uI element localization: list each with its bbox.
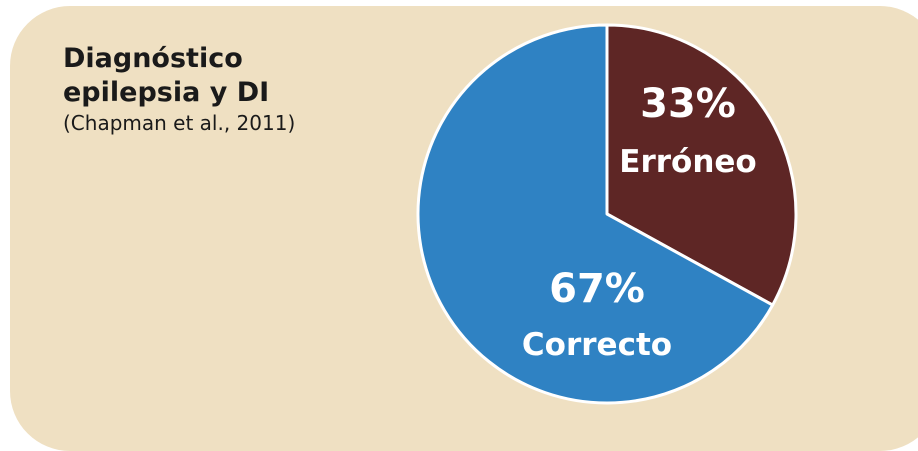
slice-name-label: Erróneo <box>619 144 756 180</box>
pie-slices <box>416 23 798 405</box>
citation: (Chapman et al., 2011) <box>63 111 296 135</box>
slice-percent-label: 67% <box>549 266 645 312</box>
slice-name-label: Correcto <box>522 327 672 363</box>
title-line-1: Diagnóstico <box>63 43 243 74</box>
pie-slice-correcto <box>416 23 775 405</box>
pie-labels: 33% Erróneo 67% Correcto <box>522 81 757 363</box>
title-line-2: epilepsia y DI <box>63 77 270 108</box>
pie-slice-erróneo <box>605 23 798 307</box>
slice-percent-label: 33% <box>640 81 736 127</box>
title-block: Diagnóstico epilepsia y DI (Chapman et a… <box>63 42 393 136</box>
